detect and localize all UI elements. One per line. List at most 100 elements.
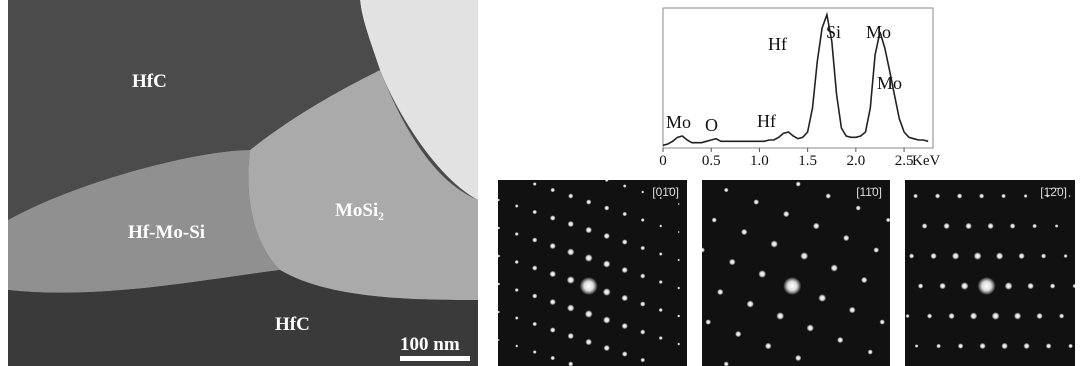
spot <box>996 252 1003 259</box>
spot <box>1010 223 1016 229</box>
spot <box>913 194 918 199</box>
spot <box>700 247 705 252</box>
spot <box>856 205 861 210</box>
spot <box>771 240 778 247</box>
spot <box>622 351 628 357</box>
spot <box>783 211 789 217</box>
spot <box>604 345 610 351</box>
spot <box>1024 194 1028 198</box>
spot <box>659 225 662 228</box>
x-tick-label: 2.0 <box>846 153 865 169</box>
spot <box>1064 254 1068 258</box>
spot <box>992 312 1000 320</box>
spot <box>622 267 628 273</box>
spot <box>970 312 977 319</box>
spot <box>586 199 591 204</box>
scale-label: 100 nm <box>400 334 460 355</box>
spot <box>747 300 754 307</box>
peak-label: Hf <box>757 111 776 131</box>
zone-axis: [01̄0] <box>652 185 679 199</box>
spot <box>677 343 680 346</box>
spot <box>918 283 923 288</box>
spot <box>1055 224 1059 228</box>
x-tick-label: 0.5 <box>702 153 721 169</box>
spot <box>622 323 628 329</box>
pattern-spots <box>700 180 891 366</box>
spot <box>729 259 736 266</box>
spot <box>497 311 500 314</box>
spot <box>712 217 717 222</box>
spot <box>1069 195 1071 197</box>
spot <box>826 193 831 198</box>
spot <box>952 252 959 259</box>
spot <box>837 337 843 343</box>
spot <box>936 344 941 349</box>
spot <box>678 231 680 233</box>
spot <box>807 324 814 331</box>
spot <box>818 294 826 302</box>
spot <box>1023 343 1029 349</box>
region-label: Hf-Mo-Si <box>128 222 205 243</box>
spot <box>705 319 711 325</box>
spot <box>585 254 593 262</box>
spot <box>843 235 849 241</box>
spot <box>800 252 808 260</box>
spot <box>1001 343 1008 350</box>
x-tick-label: 2.5 <box>895 153 914 169</box>
spot <box>906 314 910 318</box>
region-label: HfC <box>275 314 310 335</box>
x-unit: KeV <box>912 153 940 169</box>
spot <box>640 273 645 278</box>
spot <box>1041 253 1046 258</box>
spot <box>1073 284 1077 288</box>
spot <box>1001 194 1006 199</box>
spot <box>532 265 537 270</box>
spot <box>861 277 867 283</box>
spot <box>886 218 891 223</box>
spot <box>678 203 680 205</box>
spot <box>1005 282 1013 290</box>
spot <box>939 283 946 290</box>
spot <box>659 252 663 256</box>
spot <box>532 210 537 215</box>
x-tick-label: 0 <box>659 153 667 169</box>
tem-image: HfC Hf-Mo-Si MoSi₂ HfC 100 nm <box>8 0 478 366</box>
spot <box>567 248 574 255</box>
spot <box>532 293 537 298</box>
spot <box>979 343 985 349</box>
spot <box>603 288 611 296</box>
spot <box>753 199 759 205</box>
diffraction-pattern: [1̄2̄0] <box>905 180 1077 366</box>
pattern-bg <box>498 180 687 366</box>
spot <box>1050 283 1055 288</box>
spot <box>640 246 645 251</box>
spot <box>605 178 609 182</box>
spot <box>604 233 610 239</box>
spot <box>532 322 537 327</box>
spot <box>1014 312 1021 319</box>
peak-label: Mo <box>877 73 902 93</box>
spot <box>604 205 609 210</box>
spot <box>873 247 879 253</box>
spot <box>622 239 628 245</box>
spot <box>868 349 873 354</box>
pattern-spots <box>905 180 1077 366</box>
spot <box>622 212 627 217</box>
zone-axis: [1̄2̄0] <box>1040 185 1067 199</box>
spot <box>965 223 972 230</box>
spot <box>515 316 519 320</box>
spot <box>568 221 574 227</box>
spot <box>532 237 537 242</box>
spot <box>659 280 663 284</box>
spot <box>585 310 593 318</box>
spot <box>497 227 500 230</box>
spot <box>741 229 747 235</box>
spot <box>533 350 537 354</box>
spot <box>1036 313 1042 319</box>
spot <box>796 181 801 186</box>
spot <box>549 271 556 278</box>
spectrum: Mo O Hf Hf Si Mo Mo KeV <box>666 22 940 169</box>
spot <box>677 287 680 290</box>
page: HfC Hf-Mo-Si MoSi₂ HfC 100 nm Mo O Hf Hf… <box>0 0 1083 366</box>
spot <box>935 193 940 198</box>
